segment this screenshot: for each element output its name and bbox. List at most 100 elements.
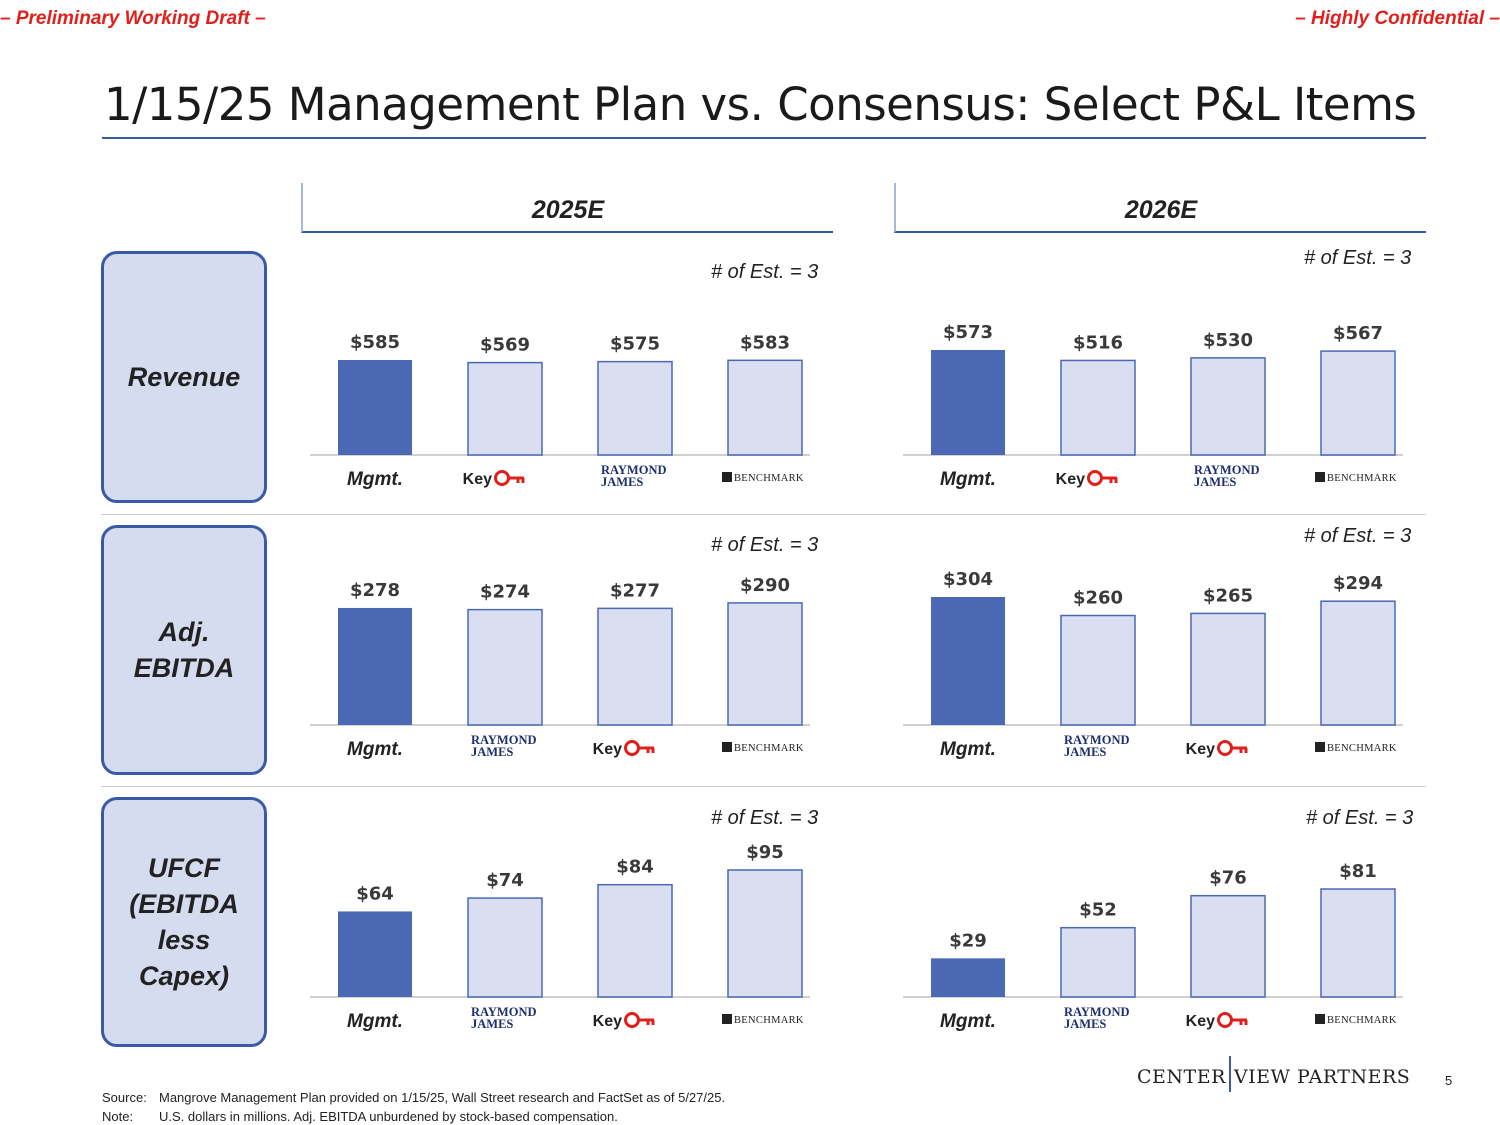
data-label: $304 xyxy=(943,569,993,590)
estimate-count-note: # of Est. = 3 xyxy=(711,534,819,556)
data-label: $95 xyxy=(746,842,784,863)
bar-estimate xyxy=(597,607,673,726)
data-label: $81 xyxy=(1339,861,1377,882)
key-logo: Key xyxy=(1056,470,1118,488)
data-label: $277 xyxy=(610,580,660,601)
column-header-2025e: 2025E xyxy=(301,183,833,233)
benchmark-logo-text: BENCHMARK xyxy=(734,1015,804,1026)
benchmark-mark-icon xyxy=(1315,472,1325,482)
x-label-mgmt: Mgmt. xyxy=(940,469,996,490)
note-label: Note: xyxy=(102,1109,134,1124)
row-label-ufcf: UFCF (EBITDA less Capex) xyxy=(101,797,267,1047)
bar-estimate xyxy=(467,608,543,726)
bar-mgmt xyxy=(931,597,1005,725)
data-label: $583 xyxy=(740,332,790,353)
key-icon-shaft xyxy=(1101,476,1118,483)
benchmark-logo-text: BENCHMARK xyxy=(734,473,804,484)
key-icon-ring xyxy=(494,470,510,486)
bar-estimate xyxy=(597,360,673,456)
estimate-count-note: # of Est. = 3 xyxy=(1304,525,1412,547)
source-text: Mangrove Management Plan provided on 1/1… xyxy=(159,1090,726,1105)
bar-mgmt xyxy=(931,958,1005,997)
data-label: $84 xyxy=(616,857,654,878)
key-icon-shaft xyxy=(1231,746,1248,753)
benchmark-logo-text: BENCHMARK xyxy=(1327,1015,1397,1026)
raymond-james-line1: RAYMOND xyxy=(471,1005,537,1019)
raymond-james-line1: RAYMOND xyxy=(1064,733,1130,747)
bar-mgmt xyxy=(931,350,1005,455)
benchmark-mark-icon xyxy=(722,1014,732,1024)
benchmark-logo-text: BENCHMARK xyxy=(1327,473,1397,484)
x-label-mgmt: Mgmt. xyxy=(940,1011,996,1032)
benchmark-mark-icon xyxy=(1315,1014,1325,1024)
estimate-count-note: # of Est. = 3 xyxy=(1304,247,1412,269)
logo-text-left: CENTER xyxy=(1137,1066,1226,1088)
benchmark-logo: BENCHMARK xyxy=(1315,472,1397,484)
data-label: $265 xyxy=(1203,585,1253,606)
key-icon-ring xyxy=(1217,740,1233,756)
raymond-james-line1: RAYMOND xyxy=(1194,463,1260,477)
data-label: $278 xyxy=(350,580,400,601)
raymond-james-line2: JAMES xyxy=(1064,1017,1106,1031)
bar-estimate xyxy=(1190,357,1266,456)
bar-estimate xyxy=(1190,894,1266,998)
benchmark-logo-text: BENCHMARK xyxy=(1327,743,1397,754)
estimate-count-note: # of Est. = 3 xyxy=(1306,807,1414,829)
bar-estimate xyxy=(467,897,543,998)
x-label-mgmt: Mgmt. xyxy=(347,1011,403,1032)
raymond-james-line2: JAMES xyxy=(1194,475,1236,489)
bar-estimate xyxy=(727,869,803,998)
key-logo: Key xyxy=(463,470,525,488)
raymond-james-line1: RAYMOND xyxy=(471,733,537,747)
key-logo-text: Key xyxy=(463,471,492,488)
raymond-james-line2: JAMES xyxy=(601,475,643,489)
estimate-count-note: # of Est. = 3 xyxy=(711,807,819,829)
centerview-logo: CENTER VIEW PARTNERS xyxy=(1137,1056,1410,1096)
bar-mgmt xyxy=(338,607,412,725)
page-title: 1/15/25 Management Plan vs. Consensus: S… xyxy=(104,78,1417,131)
draft-banner: – Preliminary Working Draft – xyxy=(0,8,266,29)
key-logo-text: Key xyxy=(1186,1013,1215,1030)
key-logo-text: Key xyxy=(1186,741,1215,758)
key-logo: Key xyxy=(593,1012,655,1030)
benchmark-logo: BENCHMARK xyxy=(722,1014,804,1026)
row-divider xyxy=(101,514,1426,515)
key-icon-ring xyxy=(624,740,640,756)
benchmark-logo: BENCHMARK xyxy=(722,742,804,754)
title-divider xyxy=(102,137,1426,139)
data-label: $74 xyxy=(486,870,524,891)
row-divider xyxy=(101,786,1426,787)
data-label: $585 xyxy=(350,332,400,353)
benchmark-logo-text: BENCHMARK xyxy=(734,743,804,754)
x-label-mgmt: Mgmt. xyxy=(347,739,403,760)
logo-divider xyxy=(1228,1056,1231,1092)
key-logo: Key xyxy=(593,740,655,758)
bar-estimate xyxy=(1060,926,1136,998)
bar-estimate xyxy=(1060,614,1136,726)
bar-mgmt xyxy=(338,911,412,997)
data-label: $573 xyxy=(943,322,993,343)
bar-estimate xyxy=(1320,600,1396,726)
page-number: 5 xyxy=(1445,1073,1453,1088)
row-label-adj-ebitda: Adj. EBITDA xyxy=(101,525,267,775)
data-label: $274 xyxy=(480,582,530,603)
confidential-banner: – Highly Confidential – xyxy=(1295,8,1500,29)
data-label: $29 xyxy=(949,930,987,951)
x-label-mgmt: Mgmt. xyxy=(347,469,403,490)
key-icon-shaft xyxy=(638,746,655,753)
raymond-james-line1: RAYMOND xyxy=(1064,1005,1130,1019)
data-label: $52 xyxy=(1079,900,1117,921)
key-logo-text: Key xyxy=(593,741,622,758)
key-icon-shaft xyxy=(638,1018,655,1025)
data-label: $64 xyxy=(356,883,394,904)
bar-estimate xyxy=(727,359,803,456)
